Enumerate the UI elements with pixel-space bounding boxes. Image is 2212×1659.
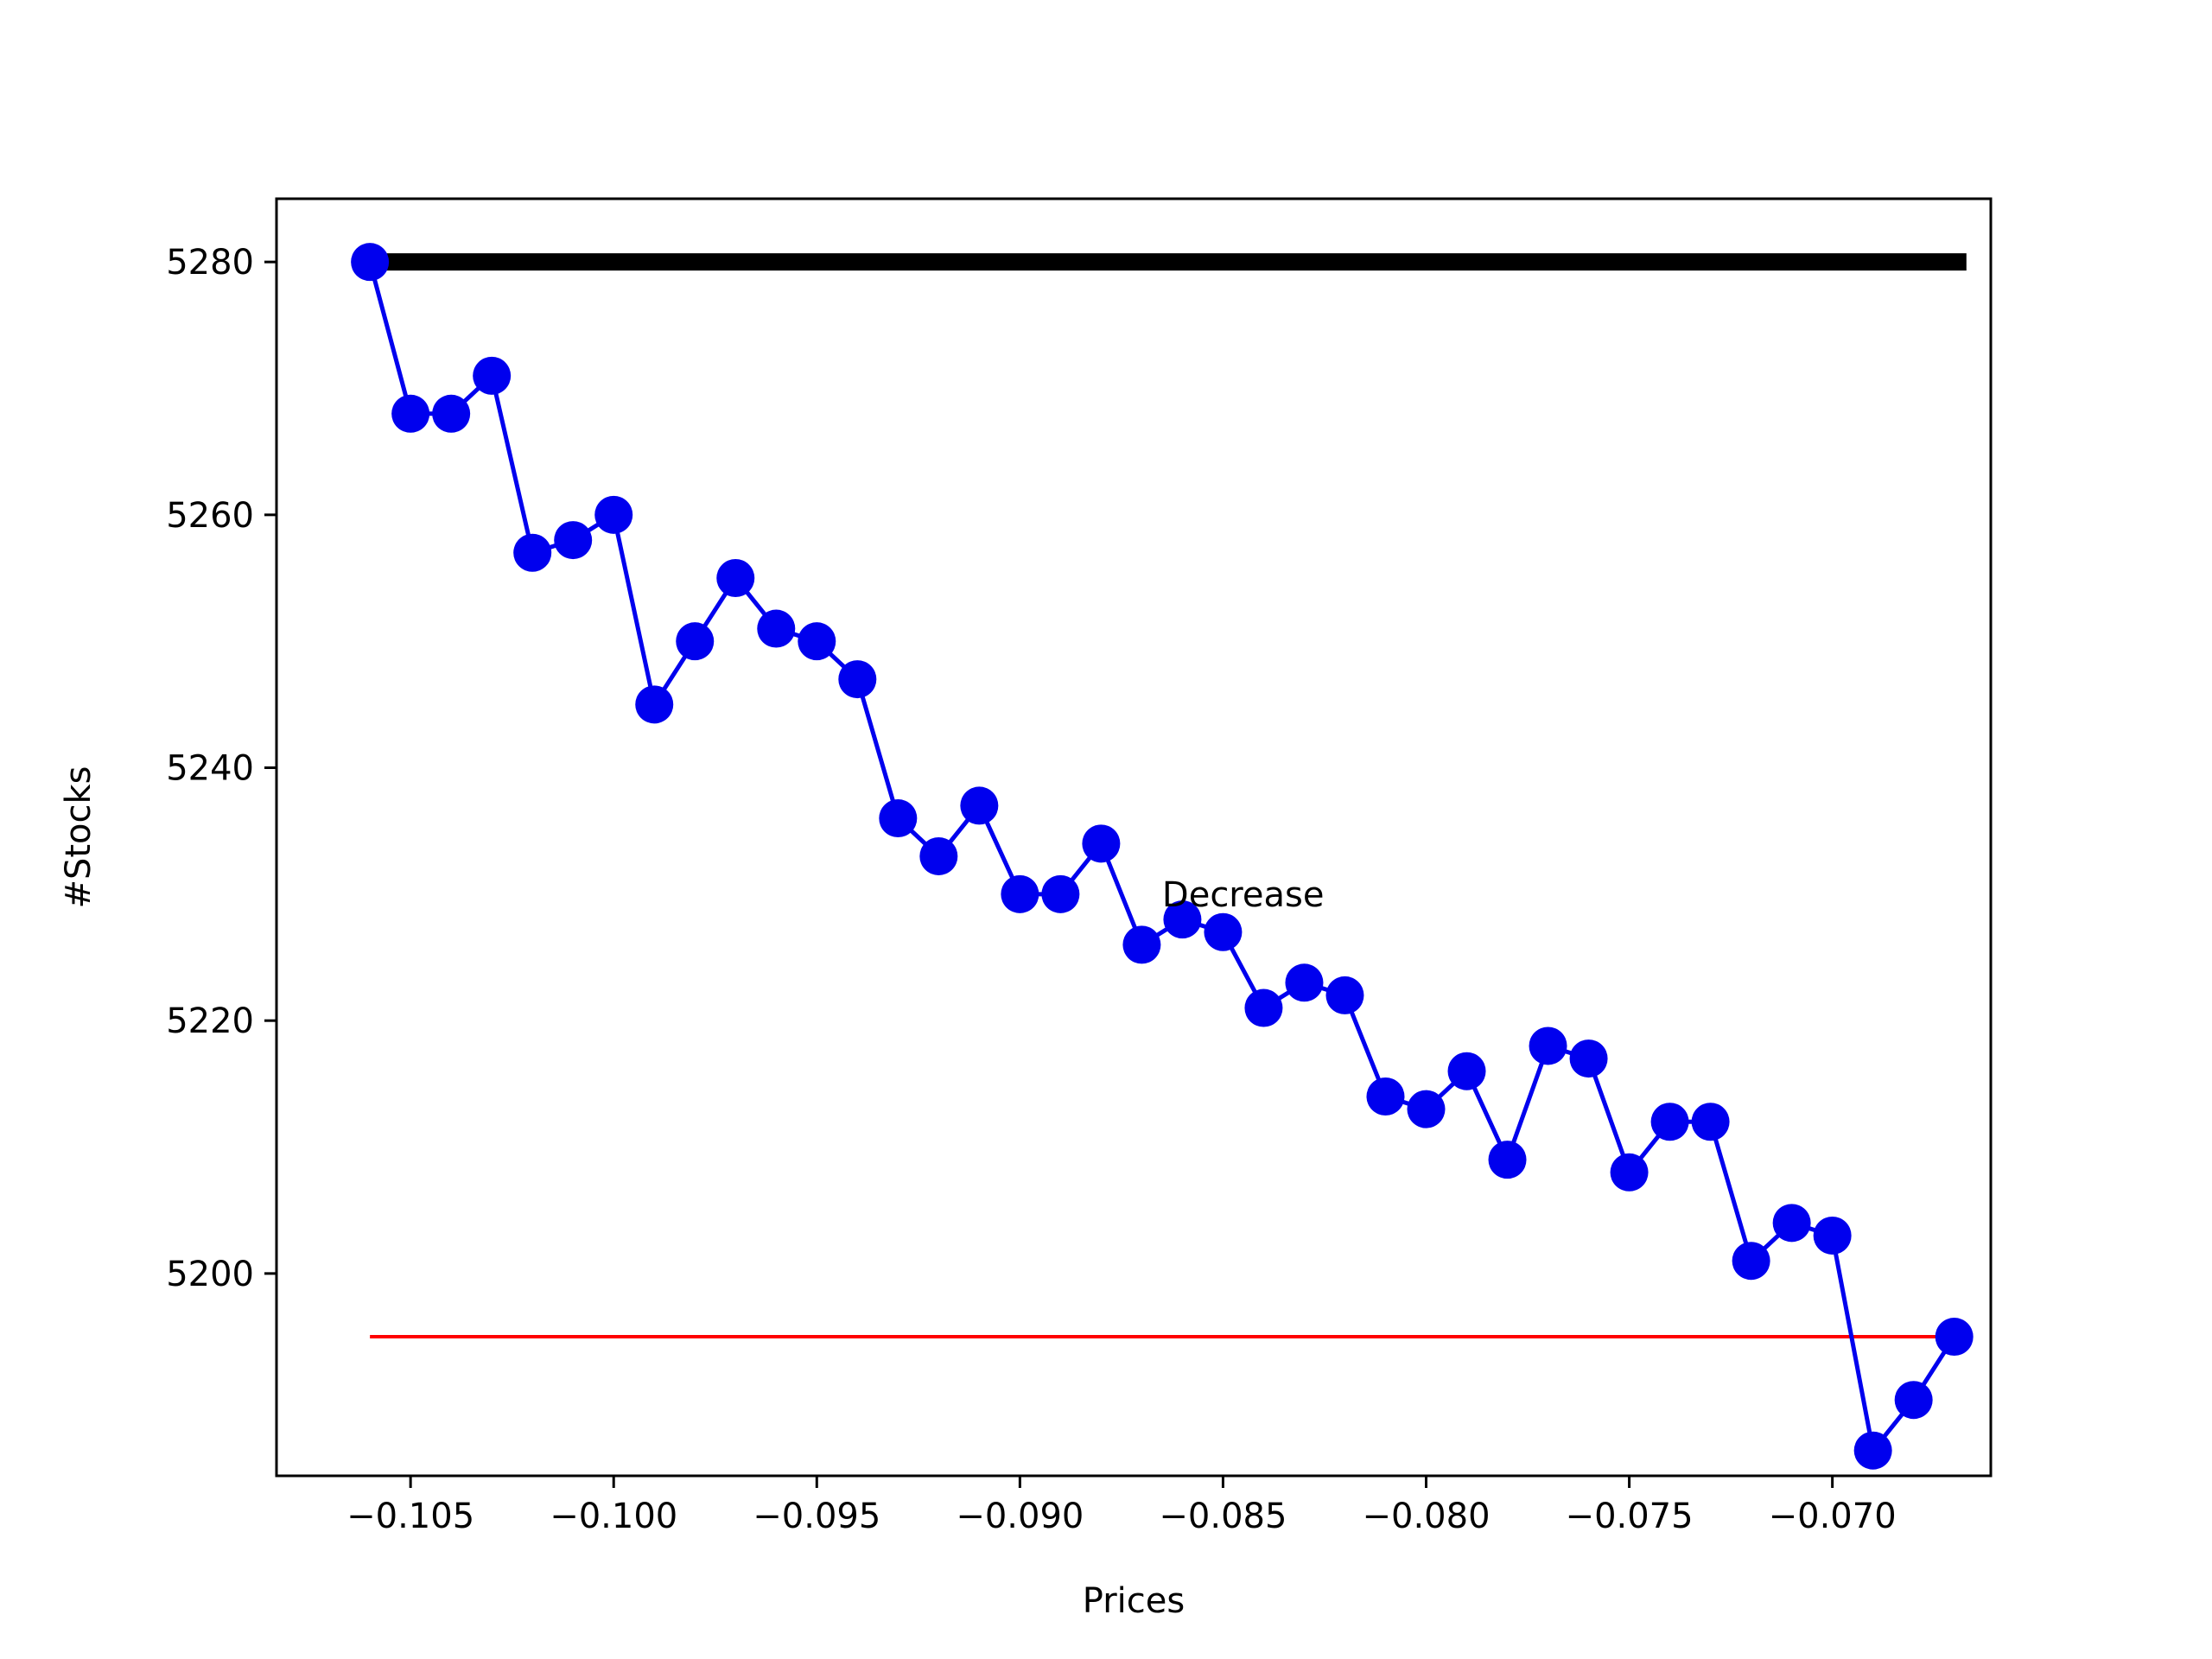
data-point: [351, 243, 390, 282]
data-point: [513, 533, 552, 572]
data-point: [1813, 1216, 1852, 1255]
data-point: [1853, 1431, 1892, 1470]
data-point: [554, 521, 593, 560]
data-point: [1488, 1141, 1527, 1179]
data-point: [1244, 988, 1283, 1027]
data-point: [798, 622, 836, 661]
x-axis: −0.105 −0.100 −0.095 −0.090 −0.085 −0.080 −0.0…: [346, 1476, 1897, 1536]
x-tick-label: −0.075: [1566, 1497, 1694, 1536]
data-point: [960, 786, 999, 825]
y-tick-label: 5260: [166, 496, 254, 536]
data-point: [757, 609, 796, 648]
data-point: [1122, 925, 1161, 964]
data-point: [838, 660, 877, 699]
data-point: [1529, 1027, 1567, 1065]
x-axis-label: Prices: [1083, 1581, 1185, 1621]
y-tick-label: 5220: [166, 1001, 254, 1041]
y-tick-label: 5240: [166, 749, 254, 789]
data-point: [635, 685, 674, 724]
data-point: [1407, 1090, 1446, 1128]
data-point: [1447, 1052, 1486, 1090]
data-point: [1366, 1077, 1405, 1116]
x-tick-label: −0.070: [1769, 1497, 1897, 1536]
annotation-decrease: Decrease: [1162, 875, 1325, 915]
data-point: [1610, 1153, 1649, 1192]
data-point: [1650, 1103, 1689, 1141]
data-point: [1001, 874, 1039, 913]
data-point: [1041, 874, 1080, 913]
data-point: [391, 394, 430, 433]
plot-area: [351, 243, 1974, 1470]
series-blue-line: [367, 261, 1956, 1453]
x-tick-label: −0.085: [1159, 1497, 1287, 1536]
y-axis: 5200 5220 5240 5260 5280: [166, 243, 276, 1294]
data-point: [1732, 1242, 1770, 1281]
data-point: [1569, 1039, 1608, 1078]
x-tick-label: −0.095: [753, 1497, 880, 1536]
x-tick-label: −0.100: [550, 1497, 677, 1536]
x-tick-label: −0.080: [1362, 1497, 1490, 1536]
data-point: [919, 836, 958, 875]
data-point: [473, 356, 512, 395]
data-point: [1163, 900, 1202, 939]
data-point: [1935, 1318, 1974, 1357]
x-tick-label: −0.090: [956, 1497, 1084, 1536]
data-point: [1325, 976, 1364, 1014]
data-point: [1894, 1381, 1933, 1420]
data-point: [1285, 963, 1324, 1002]
data-point: [716, 559, 755, 598]
y-tick-label: 5280: [166, 243, 254, 283]
data-point: [1082, 824, 1121, 863]
data-point: [1772, 1204, 1811, 1243]
y-axis-label: #Stocks: [59, 766, 99, 908]
y-tick-label: 5200: [166, 1255, 254, 1294]
data-point: [594, 495, 633, 534]
data-point: [432, 394, 471, 433]
data-point: [1204, 912, 1243, 951]
data-point: [879, 799, 918, 838]
data-point: [1691, 1103, 1730, 1141]
plot-frame: [275, 197, 1993, 1478]
data-point: [676, 622, 715, 661]
x-tick-label: −0.105: [346, 1497, 474, 1536]
